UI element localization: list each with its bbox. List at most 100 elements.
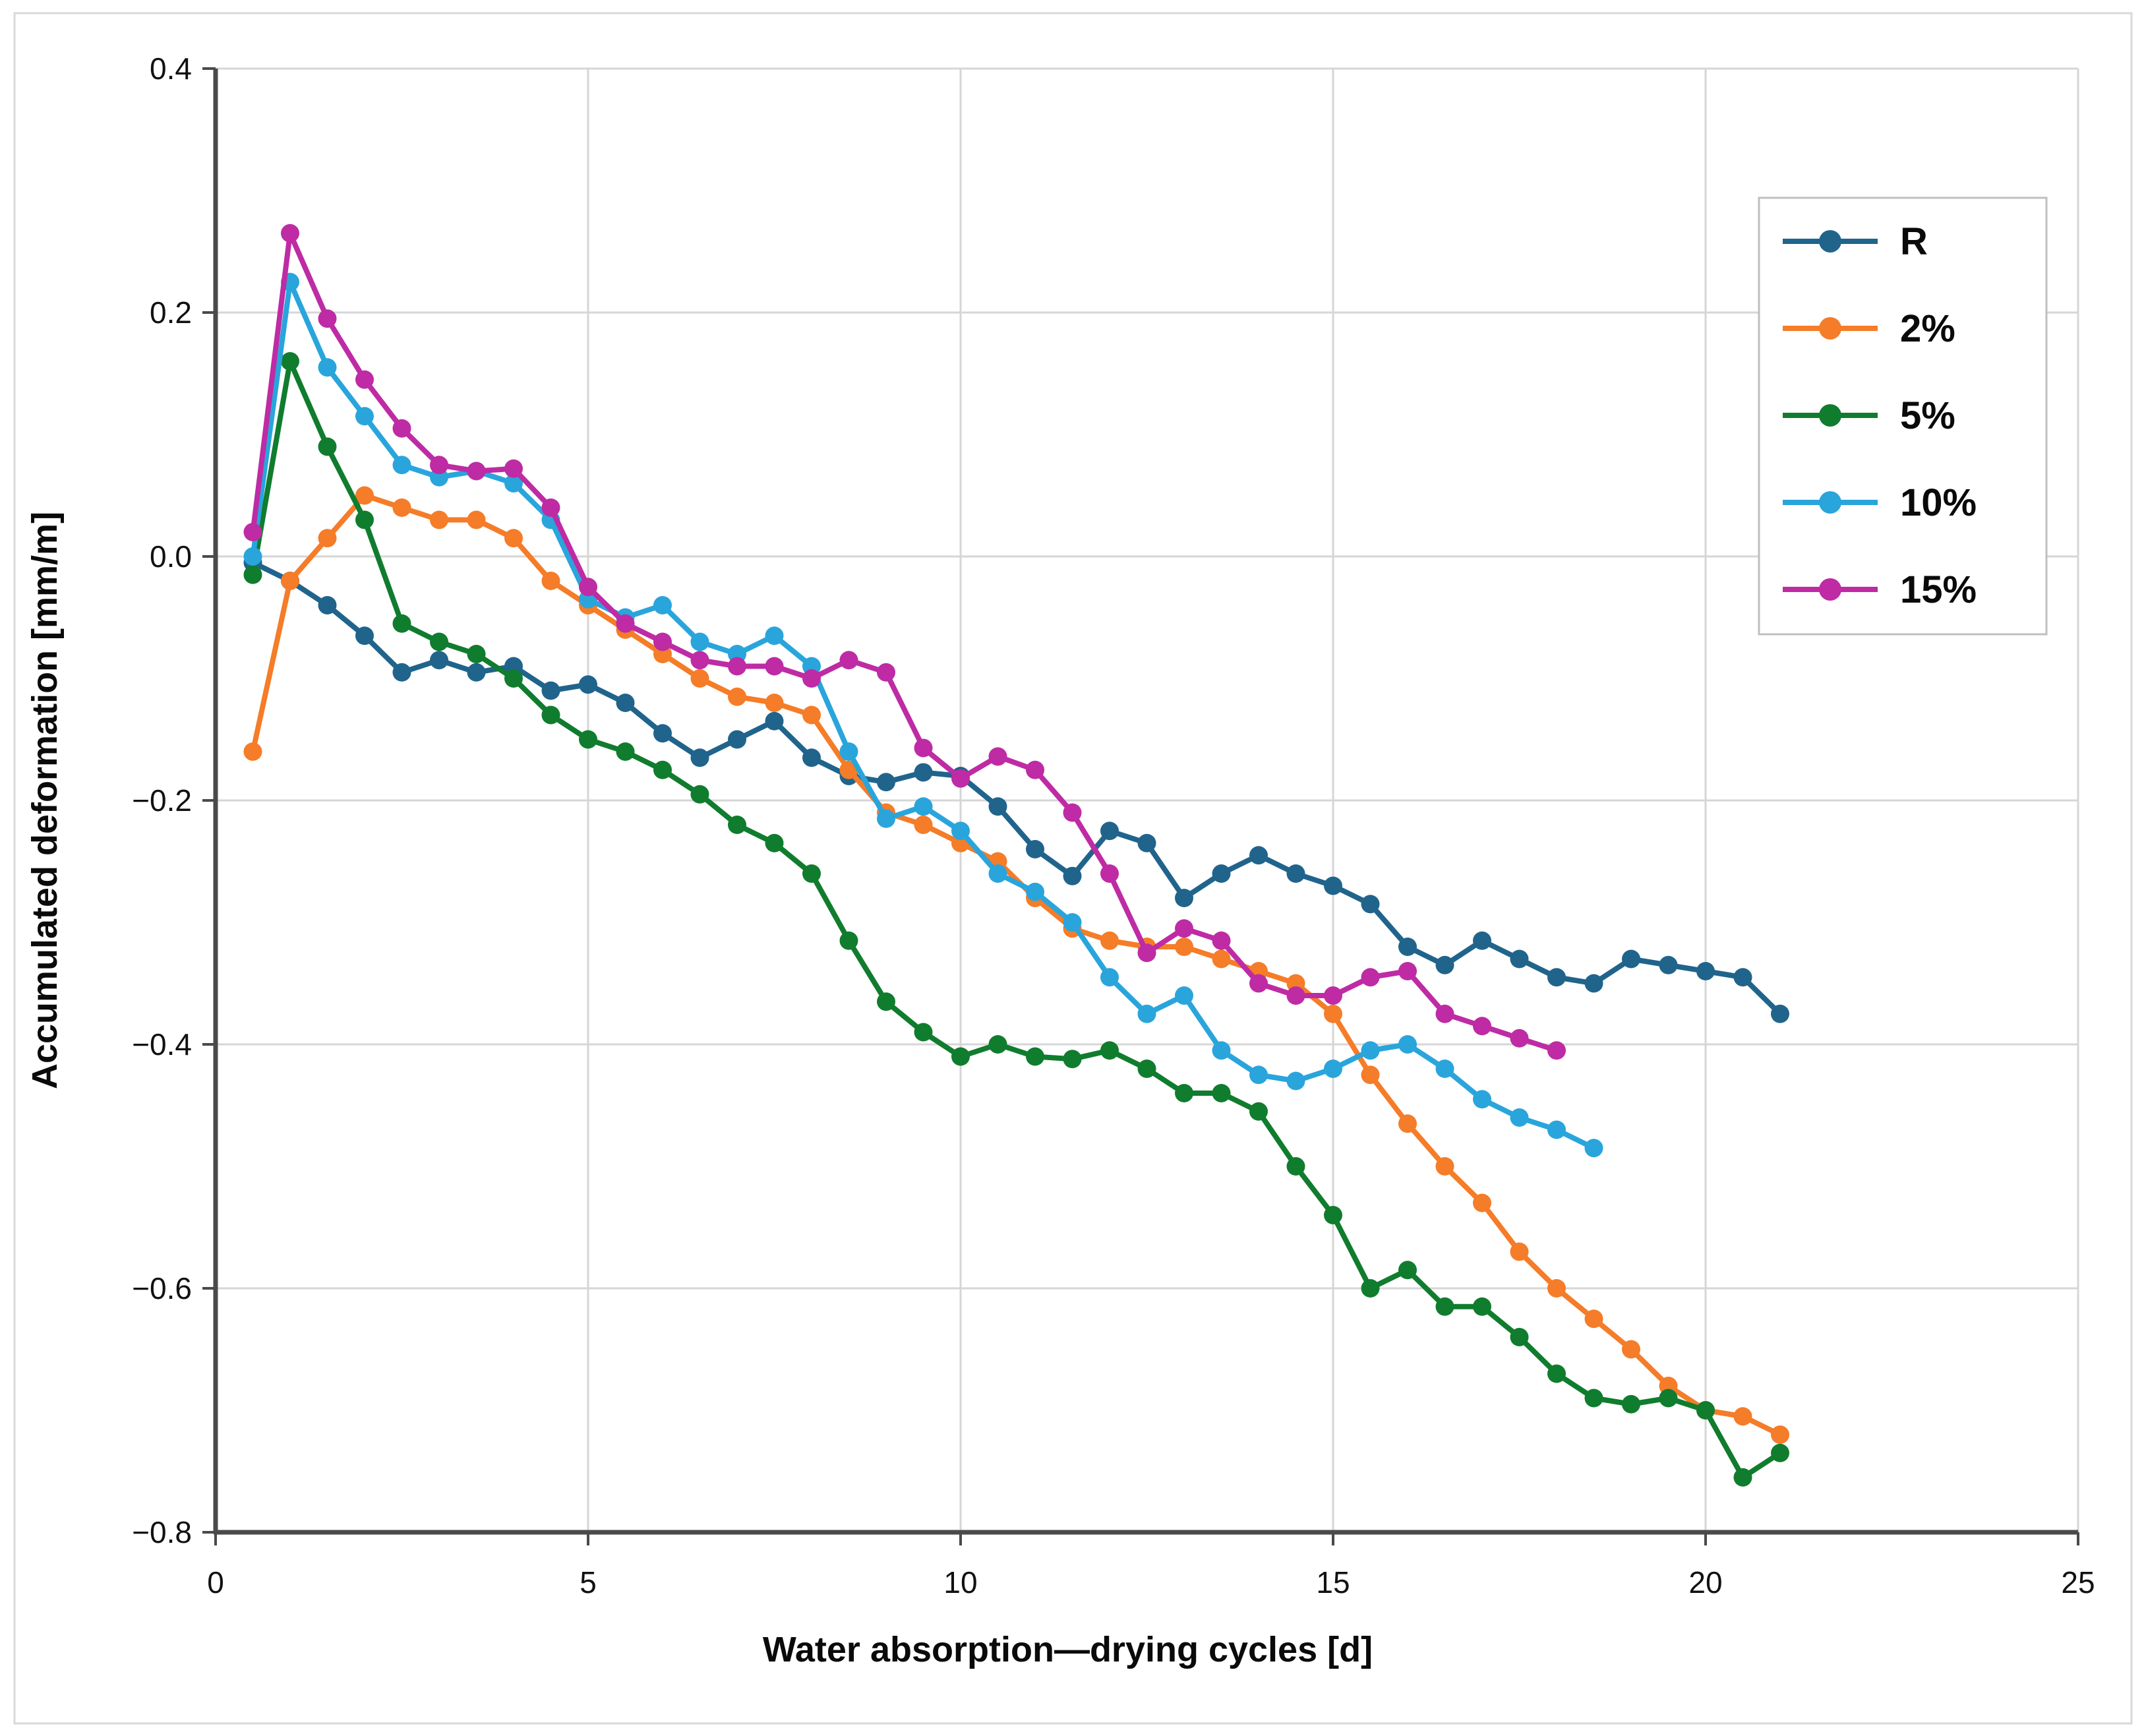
series-15%	[243, 224, 1566, 1060]
data-point	[1286, 986, 1305, 1005]
legend-item-15%: 15%	[1783, 568, 1977, 611]
data-point	[1286, 864, 1305, 883]
data-point	[690, 785, 709, 804]
data-point	[951, 1047, 970, 1066]
data-point	[1547, 1041, 1566, 1060]
y-tick-label: −0.8	[132, 1515, 192, 1549]
data-point	[355, 510, 374, 529]
data-point	[1771, 1425, 1789, 1444]
data-point	[1137, 943, 1156, 963]
data-point	[988, 864, 1007, 883]
data-point	[355, 486, 374, 505]
data-point	[1026, 882, 1044, 901]
y-tick-label: 0.0	[150, 539, 192, 574]
data-point	[1100, 864, 1119, 883]
data-point	[1584, 974, 1603, 993]
data-point	[1249, 974, 1268, 993]
legend-label: 2%	[1900, 307, 1955, 350]
data-point	[1137, 1004, 1156, 1023]
data-point	[281, 224, 299, 243]
data-point	[728, 657, 746, 676]
data-point	[988, 747, 1007, 766]
data-point	[1435, 1060, 1454, 1078]
data-point	[1622, 1394, 1640, 1414]
legend-marker-dot	[1819, 491, 1841, 514]
figure-border	[13, 12, 2133, 1725]
data-point	[1063, 1050, 1082, 1069]
data-point	[914, 816, 933, 834]
series-10%	[243, 272, 1603, 1158]
data-point	[765, 694, 784, 712]
data-point	[1175, 889, 1193, 907]
data-point	[1063, 913, 1082, 932]
data-point	[430, 632, 448, 651]
data-point	[1026, 1047, 1044, 1066]
data-point	[1547, 1120, 1566, 1139]
data-point	[1435, 1297, 1454, 1316]
data-point	[1473, 1297, 1491, 1316]
data-point	[1175, 938, 1193, 956]
data-point	[690, 669, 709, 688]
legend-item-R: R	[1783, 220, 1928, 263]
data-point	[1324, 986, 1342, 1005]
data-point	[1733, 1407, 1752, 1426]
legend-label: 5%	[1900, 394, 1955, 437]
data-point	[1398, 1114, 1417, 1133]
data-point	[243, 523, 262, 541]
data-point	[653, 760, 672, 779]
data-point	[1398, 1261, 1417, 1280]
data-point	[541, 681, 560, 700]
data-point	[988, 797, 1007, 816]
data-point	[392, 498, 411, 517]
data-point	[1473, 1090, 1491, 1109]
data-point	[1547, 1279, 1566, 1298]
data-point	[877, 992, 895, 1011]
data-point	[1324, 1206, 1342, 1224]
series-2%	[243, 486, 1789, 1444]
data-point	[467, 510, 486, 529]
data-point	[839, 651, 858, 670]
series-line-R	[250, 560, 1783, 1017]
x-tick-label: 15	[1316, 1565, 1350, 1600]
series-R	[243, 553, 1789, 1023]
data-point	[1212, 949, 1231, 969]
y-tick-label: 0.4	[150, 51, 192, 86]
series-5%	[243, 352, 1789, 1487]
data-point	[1696, 1401, 1715, 1420]
data-point	[914, 763, 933, 782]
data-point	[318, 437, 337, 456]
data-point	[1063, 803, 1082, 822]
data-point	[1361, 1041, 1380, 1060]
data-point	[430, 510, 448, 529]
data-point	[1100, 931, 1119, 950]
data-point	[318, 358, 337, 377]
data-point	[1733, 968, 1752, 987]
data-point	[1435, 955, 1454, 974]
data-point	[318, 529, 337, 548]
data-point	[914, 738, 933, 758]
data-point	[467, 663, 486, 682]
data-point	[1249, 1065, 1268, 1085]
y-tick-label: −0.6	[132, 1271, 192, 1305]
data-point	[1361, 1279, 1380, 1298]
data-point	[1249, 1102, 1268, 1121]
data-point	[877, 809, 895, 828]
data-point	[1622, 949, 1640, 969]
legend: R 2% 5% 10% 15%	[1758, 196, 2048, 636]
y-tick-label: 0.2	[150, 295, 192, 330]
data-point	[1547, 1364, 1566, 1383]
data-point	[504, 529, 523, 548]
data-point	[765, 657, 784, 676]
x-axis-title: Water absorption—drying cycles [d]	[763, 1630, 1373, 1669]
data-point	[318, 596, 337, 614]
data-point	[1435, 1004, 1454, 1023]
data-point	[1473, 1193, 1491, 1212]
data-point	[765, 833, 784, 853]
data-point	[690, 748, 709, 767]
data-point	[392, 614, 411, 633]
series-line-15%	[250, 230, 1559, 1054]
data-point	[1137, 833, 1156, 853]
y-tick-label: −0.2	[132, 783, 192, 818]
data-point	[616, 742, 635, 761]
data-point	[1733, 1468, 1752, 1487]
